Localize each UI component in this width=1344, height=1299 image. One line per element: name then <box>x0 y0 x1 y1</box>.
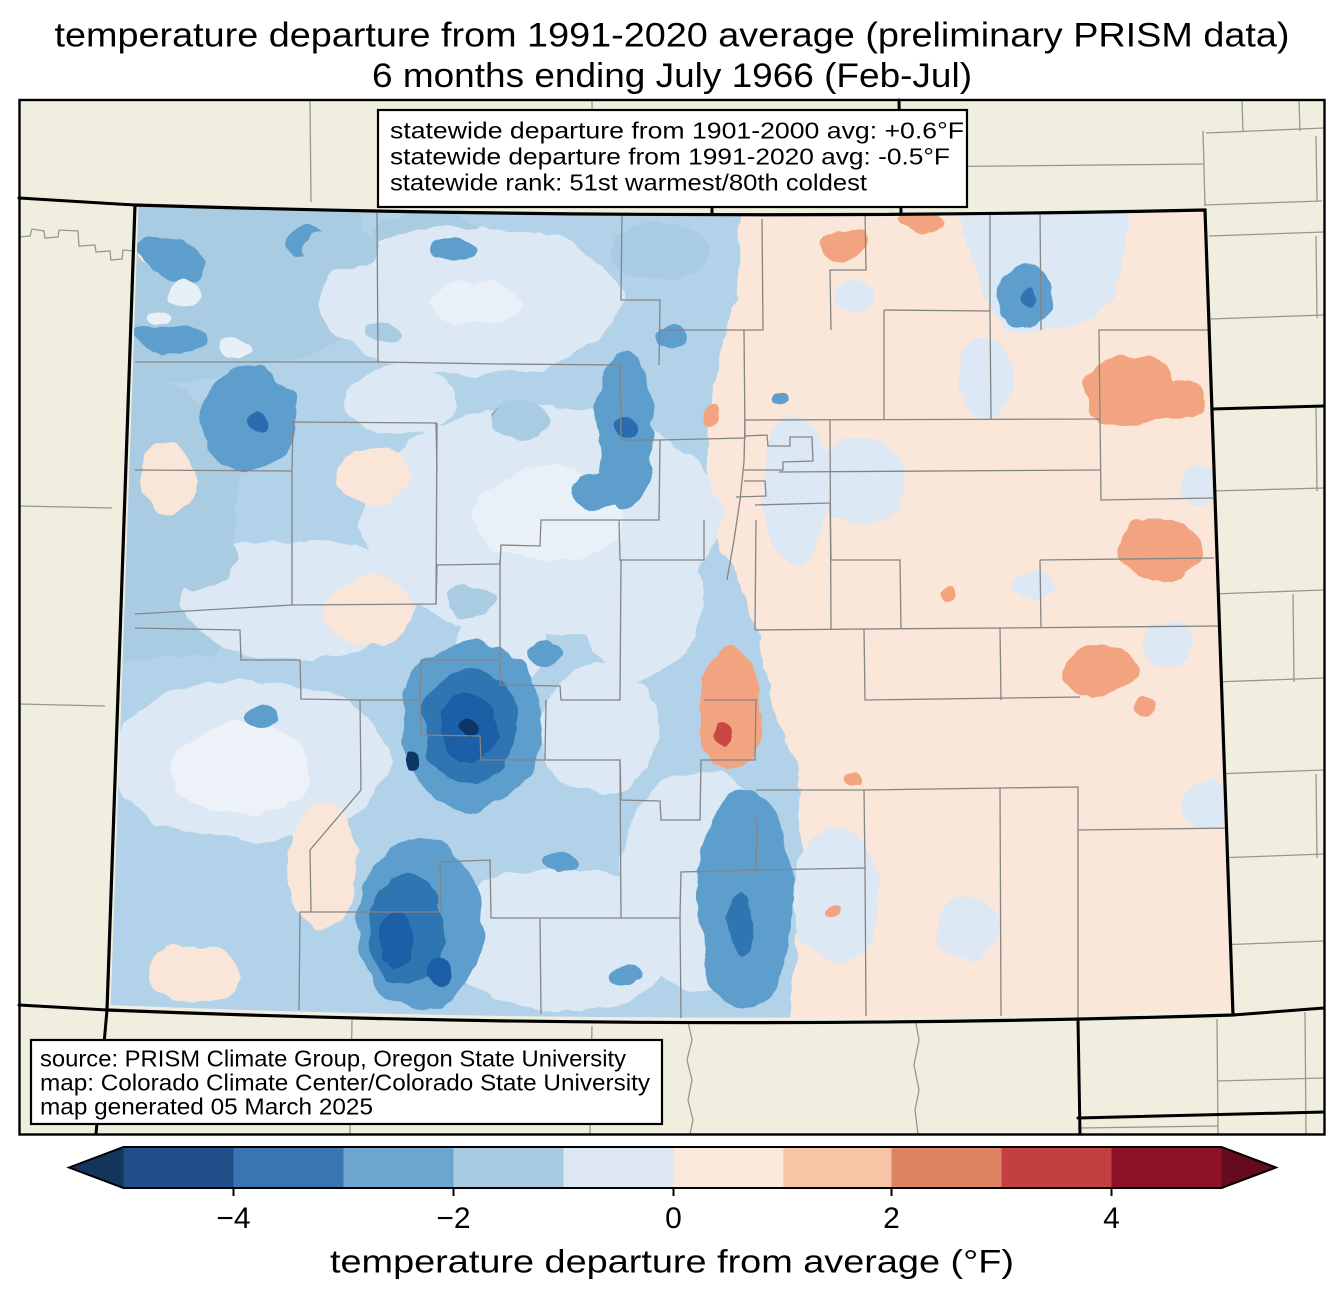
svg-text:map generated 05 March 2025: map generated 05 March 2025 <box>40 1094 373 1120</box>
svg-text:statewide rank: 51st warmest/8: statewide rank: 51st warmest/80th coldes… <box>390 170 868 196</box>
svg-text:−2: −2 <box>436 1202 470 1235</box>
svg-text:source: PRISM Climate Group, O: source: PRISM Climate Group, Oregon Stat… <box>40 1046 627 1072</box>
svg-text:temperature departure from ave: temperature departure from average (°F) <box>330 1244 1014 1280</box>
svg-text:0: 0 <box>665 1202 682 1235</box>
svg-text:6 months ending July 1966 (Feb: 6 months ending July 1966 (Feb-Jul) <box>372 57 972 95</box>
svg-text:map: Colorado Climate Center/C: map: Colorado Climate Center/Colorado St… <box>40 1070 651 1096</box>
svg-text:statewide departure from 1901-: statewide departure from 1901-2000 avg: … <box>390 118 964 144</box>
svg-text:2: 2 <box>883 1202 900 1235</box>
svg-text:4: 4 <box>1103 1202 1120 1235</box>
svg-text:temperature departure from 199: temperature departure from 1991-2020 ave… <box>55 17 1290 55</box>
svg-text:−4: −4 <box>216 1202 250 1235</box>
svg-text:statewide departure from 1991-: statewide departure from 1991-2020 avg: … <box>390 144 950 170</box>
